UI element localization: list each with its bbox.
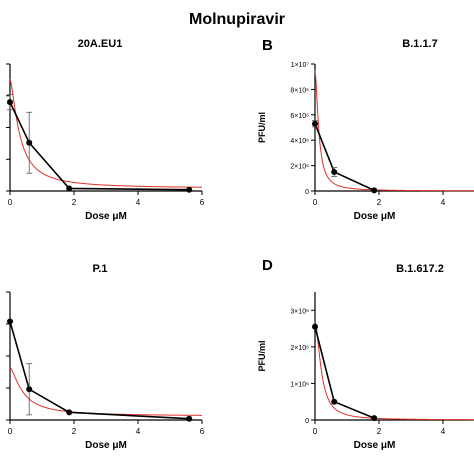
x-tick-label: 6	[200, 427, 205, 436]
chart-panel-2: B.1.1.7 B 0 2 4 0 2×10⁶ 4×10⁶ 6×10⁶ 8×10⁶ 1×10⁷ Dos…	[257, 37, 474, 222]
x-tick-label: 0	[313, 427, 318, 436]
y-axis-label: PFU/ml	[257, 340, 267, 371]
data-point	[26, 139, 33, 146]
data-point	[371, 415, 378, 422]
fit-curve	[314, 321, 474, 421]
data-point	[331, 168, 338, 175]
data-point	[7, 318, 13, 325]
chart-panel-4: B.1.617.2 D 0 2 4 0 1×10⁶ 2×10⁶ 3×10⁶ Dose μM PFU/…	[257, 257, 474, 451]
observed-line	[314, 123, 375, 192]
x-tick-label: 4	[136, 427, 141, 436]
x-tick-label: 2	[72, 198, 77, 207]
fit-curve	[314, 70, 474, 192]
data-point	[371, 187, 378, 194]
chart-panel-3: P.1 0 2 4 6 Dose μM	[6, 263, 205, 451]
x-tick-label: 0	[8, 427, 13, 436]
x-tick-label: 4	[136, 198, 141, 207]
x-tick-label: 2	[377, 427, 382, 436]
panel-title: 20A.EU1	[78, 38, 123, 50]
data-point	[312, 323, 318, 330]
data-point	[331, 398, 338, 405]
figure-title: Molnupiravir	[189, 11, 285, 28]
x-tick-label: 4	[441, 198, 446, 207]
observed-line	[314, 326, 375, 419]
x-tick-label: 0	[313, 198, 318, 207]
panel-title: B.1.1.7	[402, 38, 437, 50]
y-tick-label: 2×10⁶	[290, 164, 309, 171]
x-axis-label: Dose μM	[85, 211, 127, 222]
observed-line	[9, 101, 190, 191]
y-axis-label: PFU/ml	[257, 112, 267, 143]
y-tick-label: 0	[305, 418, 309, 425]
y-tick-label: 2×10⁶	[290, 345, 309, 352]
y-tick-label: 1×10⁶	[290, 381, 309, 388]
data-point	[66, 185, 73, 192]
x-tick-label: 2	[377, 198, 382, 207]
data-point	[26, 386, 33, 393]
observed-line	[9, 321, 190, 420]
y-tick-label: 4×10⁶	[290, 138, 309, 145]
x-tick-label: 0	[8, 198, 13, 207]
panel-letter: B	[262, 37, 273, 54]
y-tick-label: 6×10⁶	[290, 113, 309, 120]
x-tick-label: 6	[200, 198, 205, 207]
data-point	[186, 186, 193, 193]
x-tick-label: 4	[441, 427, 446, 436]
fit-curve	[9, 79, 203, 188]
x-axis-label: Dose μM	[85, 440, 127, 451]
panel-letter: D	[262, 257, 273, 274]
y-tick-label: 1×10⁷	[291, 62, 310, 69]
data-point	[312, 120, 318, 127]
panel-title: B.1.617.2	[396, 263, 444, 275]
x-tick-label: 2	[72, 427, 77, 436]
data-point	[7, 99, 13, 106]
y-tick-label: 3×10⁶	[290, 308, 309, 315]
y-tick-label: 0	[305, 189, 309, 196]
data-point	[186, 415, 193, 422]
x-axis-label: Dose μM	[354, 211, 396, 222]
chart-panel-1: 20A.EU1 0 2 4 6 Dose μM	[6, 38, 205, 222]
data-point	[66, 409, 73, 416]
y-tick-label: 8×10⁶	[290, 87, 309, 94]
x-axis-label: Dose μM	[354, 440, 396, 451]
panel-title: P.1	[92, 263, 107, 275]
fit-curve	[9, 367, 203, 416]
